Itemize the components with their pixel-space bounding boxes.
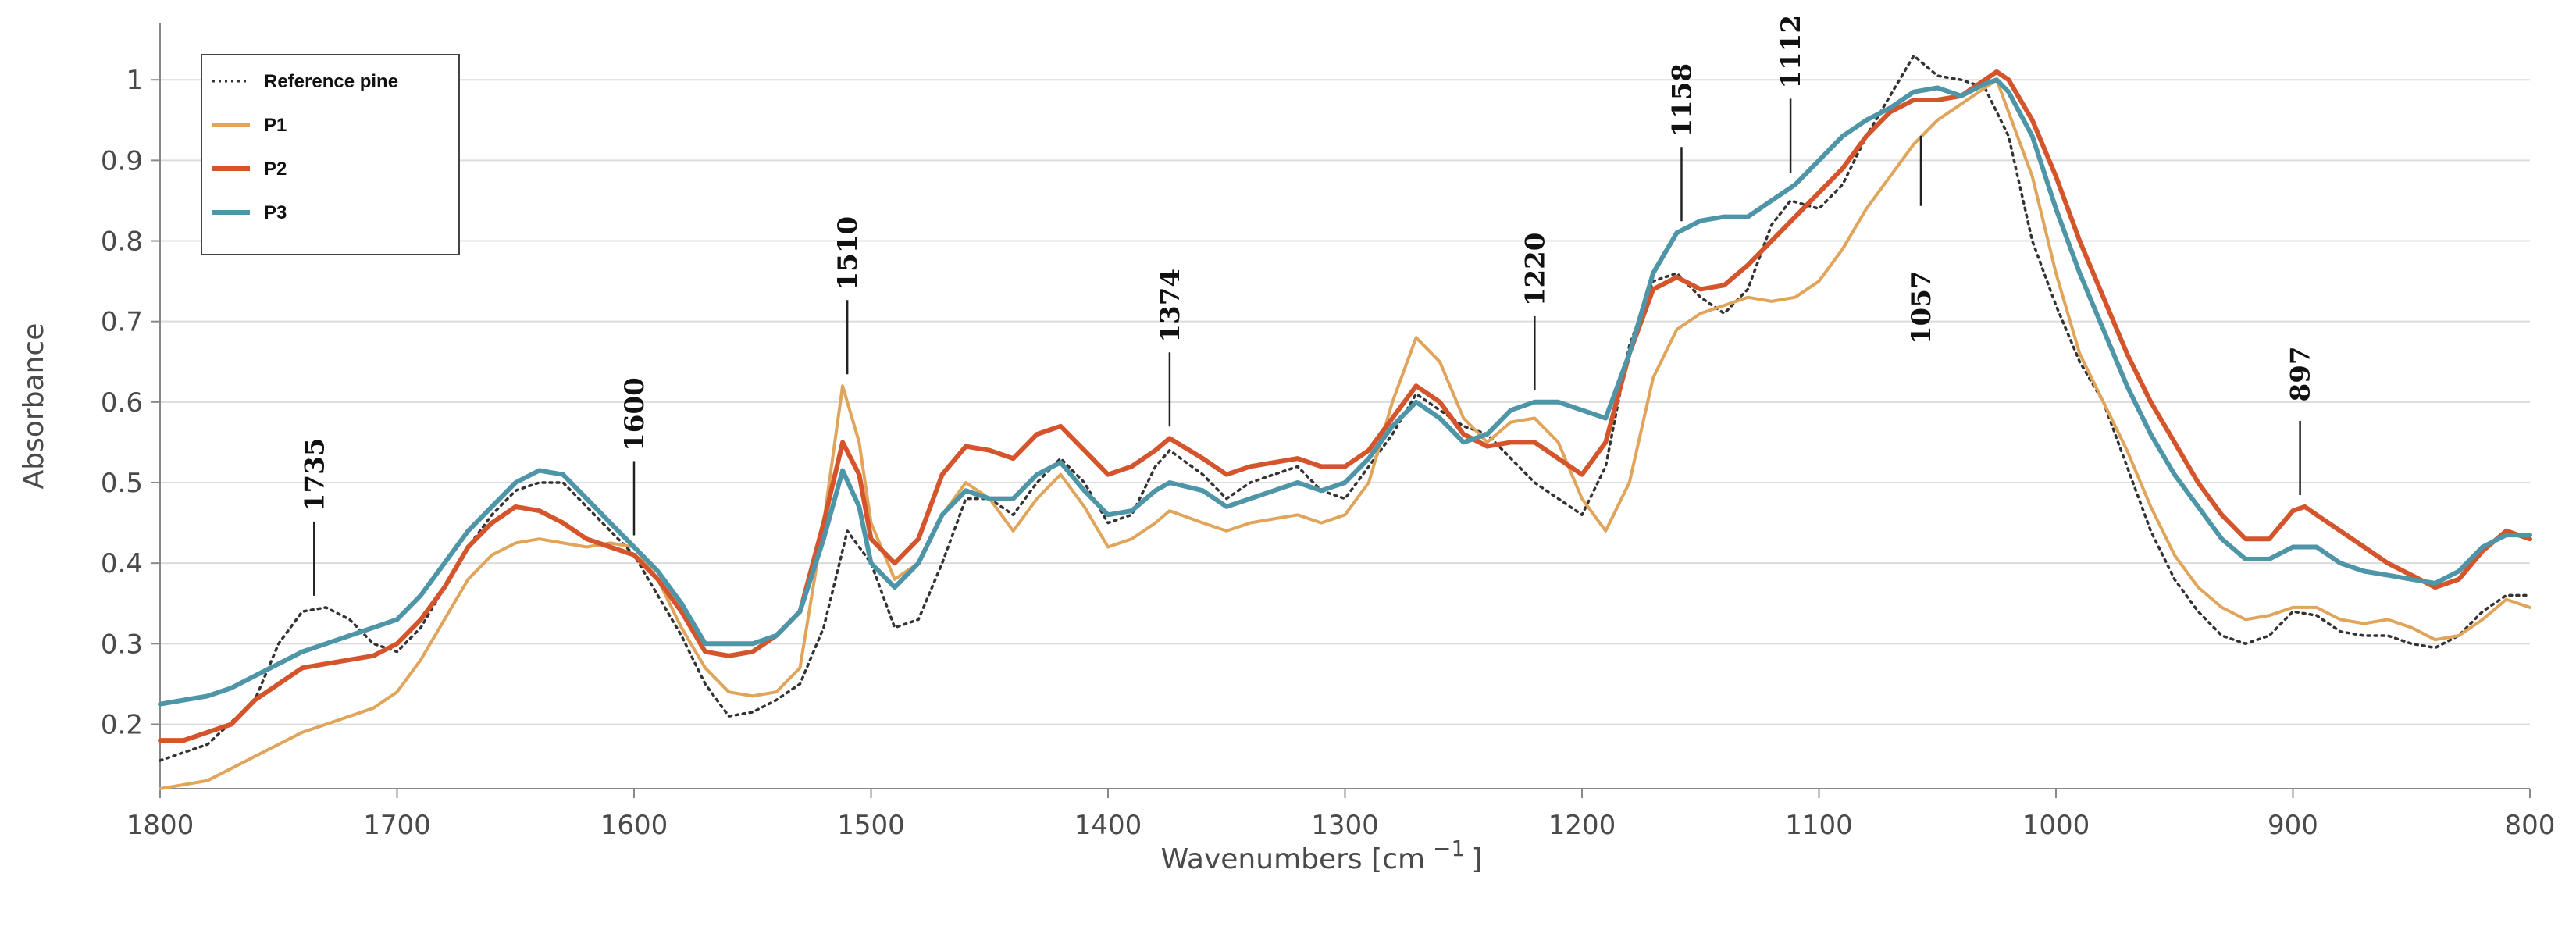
annotation-label: 1112 bbox=[1776, 15, 1807, 89]
legend-label-p2: P2 bbox=[264, 159, 287, 180]
y-tick-label: 0.9 bbox=[101, 145, 143, 176]
x-tick-label: 900 bbox=[2268, 810, 2318, 841]
series-line-p3 bbox=[158, 77, 2532, 707]
annotation-1510: 1510 bbox=[832, 216, 864, 375]
annotation-1735: 1735 bbox=[299, 438, 330, 596]
y-tick-label: 1 bbox=[126, 65, 143, 96]
x-axis-title-superscript: −1 bbox=[1433, 836, 1465, 861]
x-tick-label: 800 bbox=[2505, 810, 2556, 841]
x-tick-label: 1300 bbox=[1311, 810, 1379, 841]
annotation-897: 897 bbox=[2286, 346, 2317, 495]
y-tick-label: 0.5 bbox=[101, 468, 143, 499]
legend-label-p1: P1 bbox=[264, 115, 287, 136]
x-tick-label: 1600 bbox=[600, 810, 668, 841]
x-tick-label: 1100 bbox=[1785, 810, 1853, 841]
legend-label-p3: P3 bbox=[264, 202, 287, 223]
annotation-label: 1220 bbox=[1520, 233, 1551, 307]
x-axis-title: Wavenumbers [cm −1] bbox=[1161, 836, 1483, 875]
x-axis-ticks: 1800 1700 1600 1500 1400 1300 1200 1100 1000 900 8… bbox=[126, 789, 2556, 841]
annotation-1158: 1158 bbox=[1666, 63, 1698, 222]
x-tick-label: 1500 bbox=[837, 810, 905, 841]
y-tick-label: 0.2 bbox=[101, 709, 143, 740]
y-tick-label: 0.7 bbox=[101, 307, 143, 338]
annotation-1112: 1112 bbox=[1776, 15, 1807, 173]
legend-box bbox=[201, 54, 460, 255]
y-axis-ticks: 0.2 0.3 0.4 0.5 0.6 0.7 0.8 0.9 1 bbox=[101, 65, 160, 740]
peak-annotations: 1735 1600 1510 1374 1220 1158 1112 1057 897 bbox=[299, 15, 2317, 596]
x-axis-title-main: Wavenumbers [cm bbox=[1161, 843, 1425, 875]
y-tick-label: 0.4 bbox=[101, 548, 143, 579]
x-tick-label: 1200 bbox=[1548, 810, 1616, 841]
annotation-1220: 1220 bbox=[1520, 233, 1551, 390]
y-axis-title: Absorbance bbox=[18, 323, 50, 490]
x-tick-label: 1800 bbox=[126, 810, 194, 841]
series-line-p1 bbox=[159, 78, 2531, 790]
annotation-1374: 1374 bbox=[1155, 269, 1186, 427]
x-tick-label: 1700 bbox=[363, 810, 431, 841]
x-tick-label: 1000 bbox=[2022, 810, 2090, 841]
legend-label-reference-pine: Reference pine bbox=[264, 71, 398, 92]
annotation-label: 1057 bbox=[1906, 270, 1937, 344]
x-tick-label: 1400 bbox=[1074, 810, 1142, 841]
annotation-label: 1735 bbox=[299, 438, 330, 512]
annotation-1600: 1600 bbox=[619, 377, 650, 536]
y-gridlines bbox=[160, 79, 2530, 725]
legend: Reference pine P1 P2 P3 bbox=[201, 54, 460, 255]
y-tick-label: 0.3 bbox=[101, 629, 143, 660]
y-tick-label: 0.8 bbox=[101, 226, 143, 258]
annotation-label: 1374 bbox=[1155, 269, 1186, 343]
series-line-p2 bbox=[158, 69, 2532, 743]
annotation-label: 1510 bbox=[832, 216, 864, 290]
x-axis-title-close: ] bbox=[1471, 843, 1482, 875]
annotation-label: 1600 bbox=[619, 377, 650, 451]
series-line-reference-pine bbox=[159, 54, 2531, 762]
series-lines bbox=[158, 54, 2532, 790]
y-tick-label: 0.6 bbox=[101, 387, 143, 419]
annotation-1057: 1057 bbox=[1906, 135, 1937, 344]
annotation-label: 897 bbox=[2286, 346, 2317, 401]
annotation-label: 1158 bbox=[1666, 63, 1698, 137]
